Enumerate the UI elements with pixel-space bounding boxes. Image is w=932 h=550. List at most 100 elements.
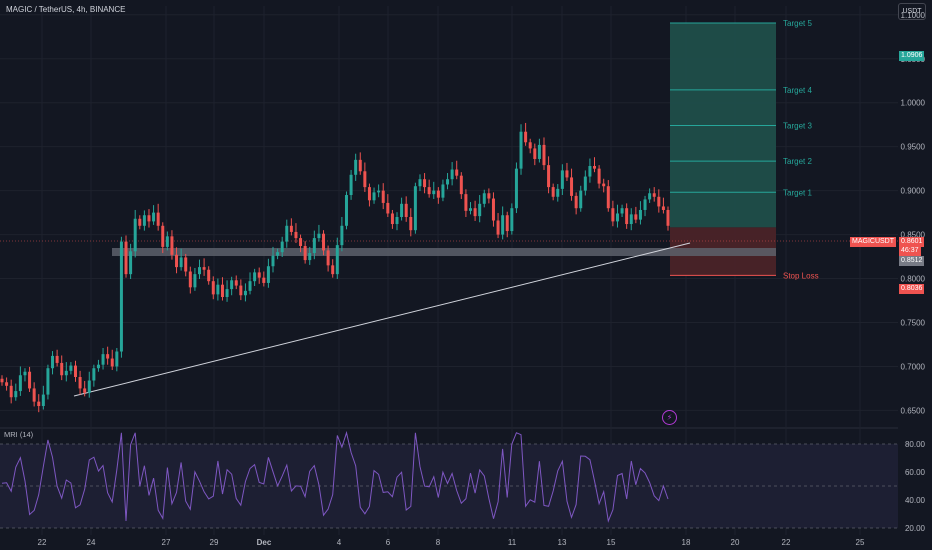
candle-body — [441, 184, 445, 198]
candle-body — [18, 375, 22, 392]
candle-body — [303, 246, 307, 261]
candle-body — [574, 195, 578, 209]
candle-body — [455, 169, 459, 176]
candle-body — [0, 378, 4, 383]
candle-body — [423, 179, 427, 188]
time-tick-label: 4 — [337, 538, 342, 547]
candle-body — [505, 215, 509, 232]
price-tick-label: 0.9500 — [901, 143, 926, 152]
candle-body — [198, 267, 202, 275]
candle-body — [648, 193, 652, 200]
candle-body — [133, 218, 137, 252]
candle-body — [124, 241, 128, 275]
candle-body — [528, 142, 532, 149]
candle-body — [152, 212, 156, 222]
candle-body — [216, 284, 220, 295]
candle-body — [37, 401, 41, 407]
candle-body — [643, 199, 647, 210]
price-tick-label: 0.8500 — [901, 231, 926, 240]
candle-body — [83, 388, 87, 393]
support-zone[interactable] — [112, 248, 776, 256]
candle-body — [510, 208, 514, 232]
candle-body — [459, 175, 463, 195]
candle-body — [409, 217, 413, 231]
candle-body — [597, 168, 601, 184]
time-tick-label: Dec — [257, 538, 272, 547]
trendline[interactable] — [73, 242, 691, 397]
time-tick-label: 20 — [731, 538, 740, 547]
candle-body — [450, 169, 454, 180]
candle-body — [14, 391, 18, 398]
candle-body — [179, 257, 183, 268]
candle-body — [55, 355, 59, 363]
candle-body — [579, 190, 583, 209]
candle-body — [386, 202, 390, 214]
candle-body — [537, 144, 541, 159]
price-tick-label: 1.0000 — [901, 99, 926, 108]
candle-body — [602, 183, 606, 187]
candle-body — [588, 166, 592, 177]
candle-body — [243, 290, 247, 296]
candle-body — [381, 190, 385, 203]
candle-body — [317, 233, 321, 239]
candle-body — [234, 280, 238, 286]
candle-body — [478, 203, 482, 217]
candle-body — [129, 251, 133, 275]
currency-button[interactable]: USDT — [898, 3, 926, 20]
candle-body — [473, 208, 477, 217]
target-label: Target 1 — [783, 188, 812, 197]
support-price-tag: 0.8512 — [899, 256, 925, 266]
candle-body — [32, 388, 36, 402]
price-tick-label: 0.7500 — [901, 319, 926, 328]
candle-body — [51, 355, 55, 369]
candle-body — [638, 209, 642, 220]
candle-body — [110, 358, 114, 367]
target-label: Target 2 — [783, 157, 812, 166]
rsi-line — [1, 430, 669, 523]
candle-body — [560, 170, 564, 189]
candle-body — [96, 364, 100, 369]
rsi-band — [0, 444, 898, 528]
symbol-title: MAGIC / TetherUS, 4h, BINANCE — [6, 5, 126, 14]
candle-body — [322, 233, 326, 251]
symbol-tag: MAGICUSDT — [850, 237, 896, 247]
candle-body — [289, 225, 293, 232]
countdown-tag: 46:37 — [899, 246, 921, 256]
candle-body — [551, 187, 555, 197]
candle-body — [119, 241, 123, 352]
time-axis: 22 24 27 29 Dec 4 6 8 11 13 15 18 20 22 25 — [38, 538, 865, 547]
candle-body — [5, 382, 9, 386]
candle-body — [188, 271, 192, 288]
target-label: Target 3 — [783, 121, 812, 130]
candle-body — [482, 193, 486, 204]
candle-body — [514, 168, 518, 209]
time-tick-label: 22 — [782, 538, 791, 547]
flash-icon[interactable]: ⚡ — [662, 410, 677, 425]
candle-body — [202, 267, 206, 270]
candle-body — [666, 209, 670, 226]
candle-body — [556, 188, 560, 197]
candle-body — [542, 144, 546, 166]
candle-body — [331, 265, 335, 275]
candle-body — [207, 269, 211, 282]
candle-body — [271, 255, 275, 267]
candle-body — [524, 131, 528, 143]
candle-body — [220, 284, 224, 298]
candles — [0, 122, 670, 413]
candle-body — [436, 190, 440, 198]
candle-body — [340, 225, 344, 246]
candle-body — [395, 217, 399, 225]
rsi-tick-label: 60.00 — [905, 468, 926, 477]
candle-body — [225, 289, 229, 298]
candle-body — [491, 198, 495, 221]
candle-body — [615, 213, 619, 222]
price-axis: 1.10001.05001.00000.95000.90000.85000.80… — [901, 11, 926, 533]
candle-body — [211, 281, 215, 295]
candle-body — [468, 208, 472, 211]
candle-body — [257, 272, 261, 278]
candle-body — [427, 187, 431, 195]
candle-body — [661, 206, 665, 210]
candle-body — [519, 131, 523, 169]
candle-body — [73, 365, 77, 378]
